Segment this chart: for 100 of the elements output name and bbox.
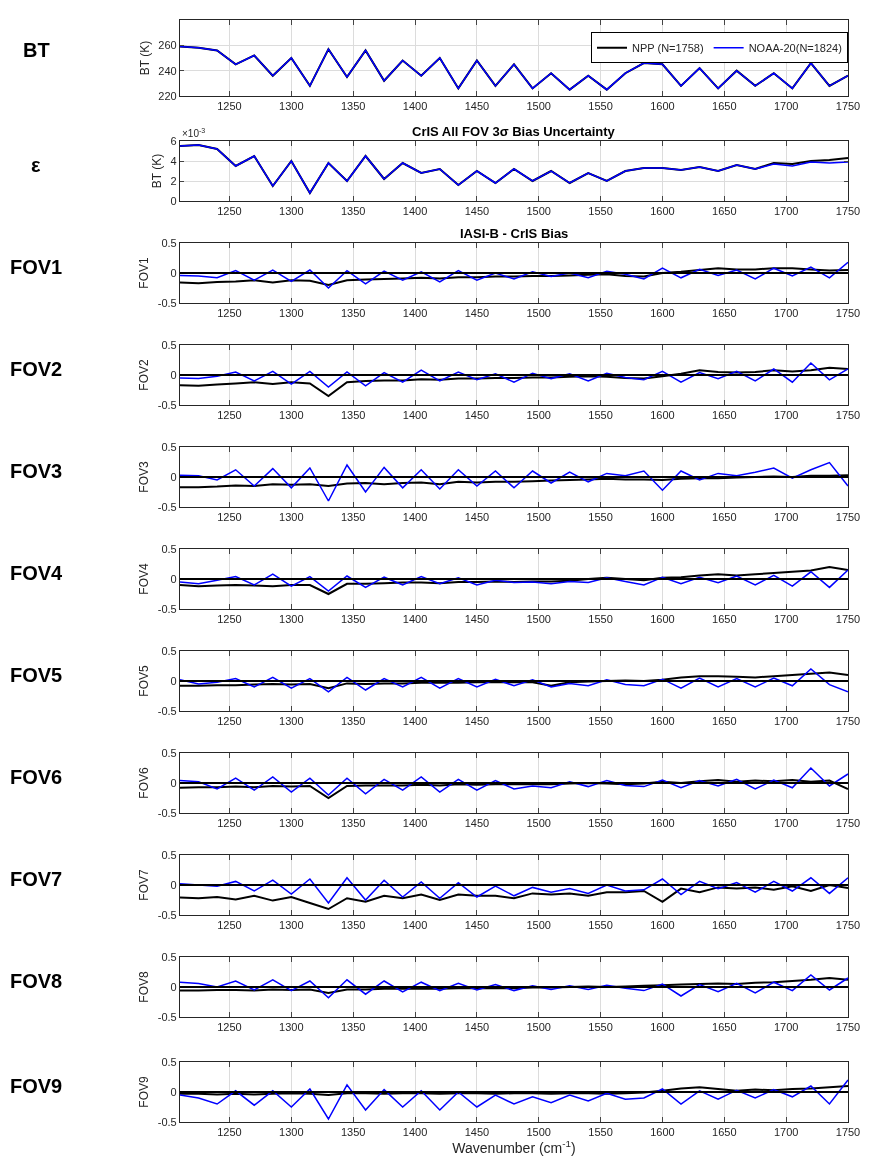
y-tick-label: 0.5: [161, 236, 177, 249]
x-tick-label: 1750: [835, 409, 861, 422]
x-tick-label: 1350: [340, 715, 366, 728]
y-tick-label: 0.5: [161, 644, 177, 657]
x-tick-label: 1400: [402, 613, 428, 626]
x-tick-label: 1450: [464, 1126, 490, 1139]
x-tick-label: 1750: [835, 100, 861, 113]
x-tick-label: 1650: [712, 511, 737, 524]
y-tick-label: 0.5: [161, 440, 177, 453]
x-tick-label: 1350: [340, 919, 366, 932]
y-tick-label: -0.5: [157, 500, 177, 513]
text: FOV4: [10, 562, 64, 584]
x-tick-label: 1550: [588, 715, 613, 728]
y-axis-title: FOV2: [137, 359, 152, 391]
x-tick-label: 1700: [773, 409, 799, 422]
x-tick-label: 1750: [835, 511, 861, 524]
y-tick-label: 0: [170, 572, 177, 585]
text: FOV3: [10, 460, 63, 482]
x-tick-label: 1650: [712, 817, 737, 830]
y-tick-label: -0.5: [157, 704, 177, 717]
x-tick-label: 1550: [588, 919, 613, 932]
x-tick-label: 1400: [402, 100, 428, 113]
text: FOV9: [10, 1075, 63, 1097]
y-tick-label: 0: [170, 776, 177, 789]
x-tick-label: 1300: [279, 919, 304, 932]
y-axis-title: FOV9: [137, 1076, 152, 1108]
x-tick-label: 1350: [340, 409, 366, 422]
x-tick-label: 1400: [402, 1126, 428, 1139]
y-tick-label: 0.5: [161, 950, 177, 963]
x-tick-label: 1650: [712, 613, 737, 626]
y-tick-label: 0: [170, 266, 177, 279]
chart-title: CrIS All FOV 3σ Bias Uncertainty: [412, 124, 616, 139]
x-tick-label: 1700: [773, 100, 799, 113]
y-axis-title: FOV7: [137, 869, 152, 901]
x-tick-label: 1750: [835, 613, 861, 626]
x-tick-label: 1700: [773, 919, 799, 932]
y-tick-label: 260: [158, 39, 177, 52]
x-tick-label: 1350: [340, 307, 366, 320]
x-tick-label: 1500: [526, 919, 551, 932]
text: BT: [23, 39, 50, 61]
x-tick-label: 1300: [279, 1126, 304, 1139]
x-tick-label: 1750: [835, 817, 861, 830]
x-tick-label: 1750: [835, 307, 861, 320]
x-tick-label: 1600: [650, 715, 675, 728]
x-tick-label: 1650: [712, 307, 737, 320]
x-tick-label: 1300: [279, 511, 304, 524]
y-axis-title: BT (K): [137, 40, 152, 76]
x-tick-label: 1250: [217, 715, 242, 728]
x-tick-label: 1350: [340, 1021, 366, 1034]
text: ε: [31, 154, 41, 176]
x-tick-label: 1400: [402, 511, 428, 524]
y-tick-label: 0: [170, 194, 177, 207]
y-tick-label: -0.5: [157, 398, 177, 411]
x-tick-label: 1350: [340, 1126, 366, 1139]
y-tick-label: 0.5: [161, 338, 177, 351]
x-tick-label: 1250: [217, 919, 242, 932]
x-tick-label: 1250: [217, 205, 242, 218]
x-tick-label: 1500: [526, 100, 551, 113]
x-tick-label: 1750: [835, 919, 861, 932]
y-tick-label: 0: [170, 878, 177, 891]
y-tick-label: 2: [170, 174, 177, 187]
x-tick-label: 1450: [464, 817, 490, 830]
y-tick-label: 240: [158, 64, 177, 77]
x-tick-label: 1600: [650, 613, 675, 626]
y-tick-label: -0.5: [157, 806, 177, 819]
x-tick-label: 1350: [340, 205, 366, 218]
x-tick-label: 1750: [835, 1126, 861, 1139]
x-tick-label: 1550: [588, 613, 613, 626]
x-tick-label: 1650: [712, 919, 737, 932]
text: FOV2: [10, 358, 63, 380]
y-tick-label: 0.5: [161, 746, 177, 759]
x-tick-label: 1550: [588, 409, 613, 422]
x-tick-label: 1700: [773, 307, 799, 320]
text: FOV8: [10, 970, 63, 992]
y-axis-title: FOV5: [137, 665, 152, 697]
x-tick-label: 1250: [217, 1126, 242, 1139]
x-tick-label: 1350: [340, 100, 366, 113]
x-tick-label: 1450: [464, 307, 490, 320]
x-tick-label: 1700: [773, 613, 799, 626]
x-tick-label: 1500: [526, 715, 551, 728]
x-tick-label: 1300: [279, 715, 304, 728]
x-tick-label: 1600: [650, 919, 675, 932]
x-tick-label: 1250: [217, 1021, 242, 1034]
y-tick-label: 0: [170, 470, 177, 483]
x-tick-label: 1500: [526, 511, 551, 524]
x-tick-label: 1450: [464, 613, 490, 626]
x-tick-label: 1500: [526, 817, 551, 830]
x-tick-label: 1250: [217, 307, 242, 320]
x-tick-label: 1400: [402, 1021, 428, 1034]
x-tick-label: 1600: [650, 511, 675, 524]
x-tick-label: 1400: [402, 919, 428, 932]
y-tick-label: -0.5: [157, 602, 177, 615]
x-tick-label: 1650: [712, 100, 737, 113]
y-tick-label: 0: [170, 1085, 177, 1098]
chart-title: IASI-B - CrIS Bias: [460, 226, 569, 241]
x-tick-label: 1700: [773, 715, 799, 728]
x-tick-label: 1450: [464, 511, 490, 524]
x-tick-label: 1600: [650, 307, 675, 320]
x-tick-label: 1300: [279, 409, 304, 422]
text: FOV5: [10, 664, 63, 686]
